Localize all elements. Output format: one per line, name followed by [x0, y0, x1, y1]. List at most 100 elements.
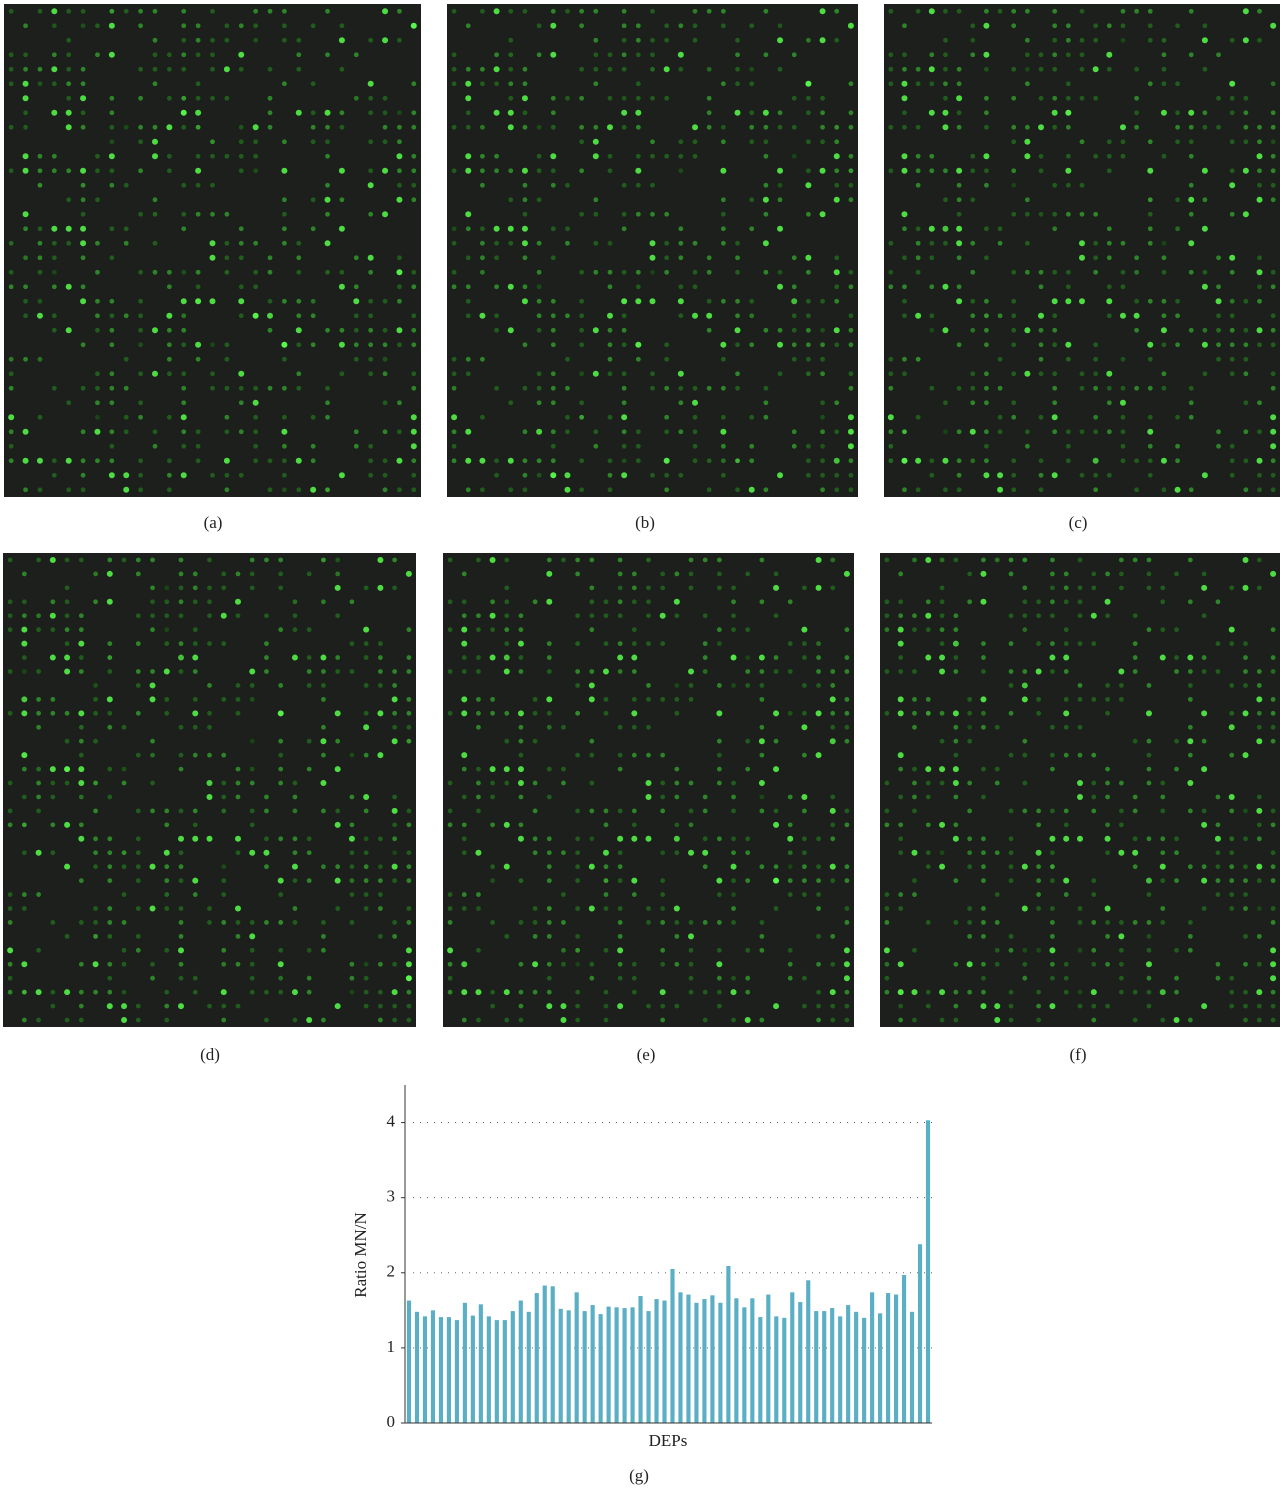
- spot: [476, 613, 481, 618]
- spot: [720, 342, 726, 348]
- spot: [916, 183, 921, 188]
- spot: [537, 473, 542, 478]
- spot: [1271, 739, 1276, 744]
- spot: [608, 241, 613, 246]
- spot: [1022, 613, 1027, 618]
- spot: [350, 962, 355, 967]
- spot: [1160, 599, 1165, 604]
- spot: [788, 864, 793, 869]
- spot: [461, 627, 467, 633]
- spot: [382, 211, 388, 217]
- spot: [953, 558, 958, 563]
- spot: [911, 989, 917, 995]
- spot: [721, 415, 726, 420]
- spot: [466, 226, 471, 231]
- spot: [849, 386, 854, 391]
- spot: [664, 487, 669, 492]
- spot: [523, 487, 528, 492]
- spot: [731, 809, 736, 814]
- spot: [579, 125, 584, 130]
- spot: [1022, 739, 1027, 744]
- spot: [81, 183, 86, 188]
- spot: [579, 458, 584, 463]
- spot: [706, 313, 712, 319]
- spot: [533, 920, 538, 925]
- spot: [1216, 125, 1221, 130]
- spot: [383, 400, 388, 405]
- spot: [51, 66, 57, 72]
- spot: [268, 9, 273, 14]
- spot: [210, 9, 215, 14]
- spot: [650, 67, 655, 72]
- spot: [689, 572, 694, 577]
- spot: [618, 641, 623, 646]
- spot: [802, 864, 807, 869]
- spot: [264, 655, 269, 660]
- spot: [250, 767, 255, 772]
- spot: [957, 429, 962, 434]
- spot: [1105, 836, 1111, 842]
- spot: [1022, 682, 1028, 688]
- spot: [970, 23, 975, 28]
- spot: [51, 110, 57, 116]
- spot: [773, 585, 779, 591]
- spot: [678, 23, 683, 28]
- spot: [1148, 444, 1153, 449]
- spot: [916, 9, 921, 14]
- spot: [650, 52, 655, 57]
- spot: [608, 473, 613, 478]
- spot: [1162, 52, 1167, 57]
- spot: [448, 809, 453, 814]
- spot: [50, 850, 55, 855]
- spot: [1271, 125, 1276, 130]
- spot: [1064, 669, 1069, 674]
- bar: [479, 1304, 483, 1423]
- spot: [179, 641, 184, 646]
- spot: [397, 9, 402, 14]
- spot: [1080, 371, 1085, 376]
- spot: [806, 371, 811, 376]
- spot: [1105, 572, 1110, 577]
- spot: [1025, 429, 1030, 434]
- spot: [1064, 892, 1069, 897]
- spot: [998, 357, 1003, 362]
- spot: [52, 241, 57, 246]
- spot: [1229, 990, 1234, 995]
- spot: [912, 711, 917, 716]
- spot: [1119, 920, 1124, 925]
- spot: [912, 892, 917, 897]
- spot: [452, 371, 457, 376]
- spot: [207, 641, 212, 646]
- spot: [153, 197, 158, 202]
- spot: [164, 850, 170, 856]
- spot: [1175, 487, 1181, 493]
- spot: [311, 125, 316, 130]
- spot: [589, 836, 594, 841]
- bar: [423, 1316, 427, 1423]
- spot: [378, 655, 383, 660]
- spot: [109, 255, 114, 260]
- spot: [650, 270, 655, 275]
- spot: [967, 934, 972, 939]
- spot: [66, 168, 71, 173]
- spot: [763, 197, 769, 203]
- spot: [1188, 110, 1194, 116]
- spot: [533, 599, 538, 604]
- spot: [121, 1003, 127, 1009]
- spot: [693, 9, 698, 14]
- spot: [981, 641, 986, 646]
- spot: [364, 655, 369, 660]
- spot: [253, 124, 259, 130]
- spot: [995, 558, 1000, 563]
- spot: [475, 989, 481, 995]
- spot: [902, 125, 907, 130]
- spot: [632, 585, 637, 590]
- spot: [179, 753, 184, 758]
- spot: [995, 781, 1000, 786]
- spot: [311, 299, 316, 304]
- spot: [264, 836, 269, 841]
- spot: [618, 920, 623, 925]
- spot: [1188, 240, 1194, 246]
- spot: [210, 139, 215, 144]
- spot: [1011, 299, 1016, 304]
